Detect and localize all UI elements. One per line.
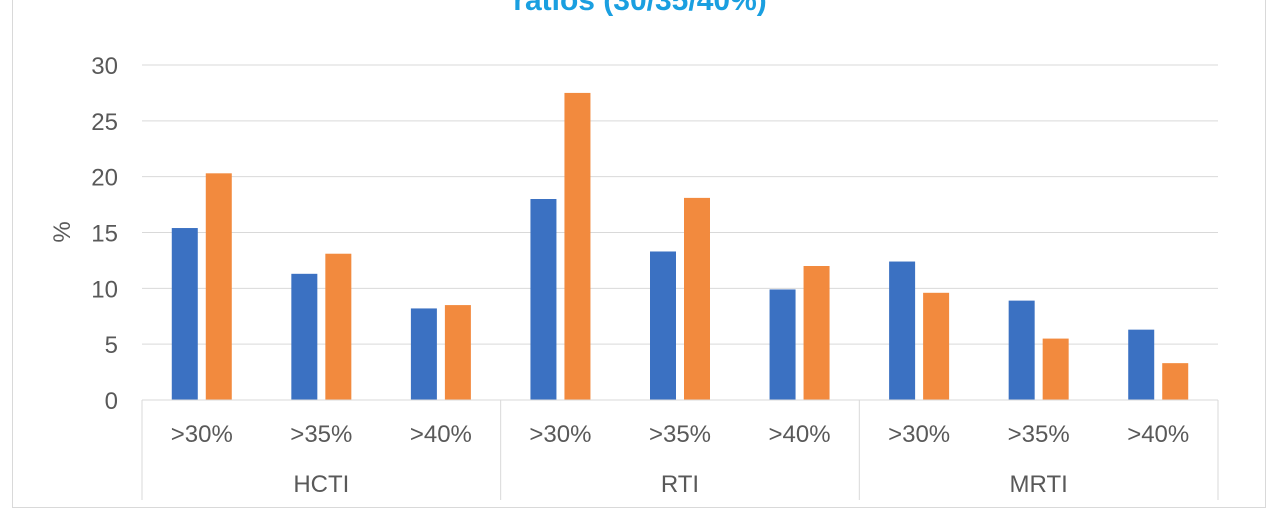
x-group-label: MRTI bbox=[1010, 471, 1068, 498]
bar-series2 bbox=[1162, 363, 1189, 400]
y-tick-label: 5 bbox=[105, 332, 118, 359]
x-tick-label: >40% bbox=[1127, 421, 1189, 448]
bar-series2 bbox=[923, 292, 950, 400]
bar-series2 bbox=[1042, 338, 1069, 400]
x-group-label: HCTI bbox=[293, 471, 349, 498]
bar-series1 bbox=[889, 261, 916, 400]
x-tick-label: >30% bbox=[171, 421, 233, 448]
chart-title: ratios (30/35/40%) bbox=[513, 0, 767, 17]
x-group-label: RTI bbox=[661, 471, 699, 498]
bar-series1 bbox=[171, 228, 198, 400]
y-tick-label: 30 bbox=[91, 53, 118, 80]
bar-series1 bbox=[410, 308, 437, 400]
y-tick-label: 10 bbox=[91, 276, 118, 303]
bar-series2 bbox=[325, 253, 352, 400]
y-tick-label: 20 bbox=[91, 165, 118, 192]
x-tick-label: >30% bbox=[888, 421, 950, 448]
bar-series2 bbox=[803, 266, 830, 400]
y-tick-label: 0 bbox=[105, 388, 118, 415]
y-tick-label: 15 bbox=[91, 221, 118, 248]
x-tick-label: >30% bbox=[529, 421, 591, 448]
bar-series2 bbox=[684, 197, 710, 400]
bar-series1 bbox=[1008, 300, 1035, 400]
x-tick-label: >35% bbox=[290, 421, 352, 448]
bar-series1 bbox=[530, 199, 557, 400]
bar-series1 bbox=[650, 251, 676, 400]
y-axis-label: % bbox=[49, 221, 76, 242]
bar-series1 bbox=[1128, 329, 1155, 400]
bar-series2 bbox=[205, 173, 232, 400]
y-tick-label: 25 bbox=[91, 109, 118, 136]
bar-series1 bbox=[291, 273, 318, 400]
bar-series2 bbox=[564, 92, 591, 401]
x-tick-label: >40% bbox=[769, 421, 831, 448]
bar-series2 bbox=[444, 305, 471, 400]
x-tick-label: >35% bbox=[1008, 421, 1070, 448]
bar-series1 bbox=[769, 289, 796, 400]
x-tick-label: >35% bbox=[649, 421, 711, 448]
x-tick-label: >40% bbox=[410, 421, 472, 448]
